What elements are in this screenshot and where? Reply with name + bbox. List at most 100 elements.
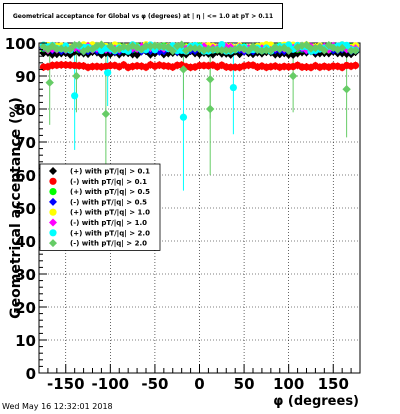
- y-tick-label: 10: [15, 332, 36, 350]
- data-point: [168, 46, 177, 56]
- legend-entry: (+) with pT/|q| > 0.1: [49, 167, 150, 177]
- y-tick-label: 40: [15, 233, 36, 251]
- data-point: [302, 40, 311, 50]
- x-tick-label: -150: [47, 375, 85, 393]
- legend-marker: [49, 208, 57, 216]
- data-point: [186, 43, 195, 53]
- data-point: [179, 65, 188, 74]
- data-point: [206, 75, 215, 84]
- data-point: [195, 49, 204, 59]
- legend-label: (-) with pT/|q| > 0.5: [70, 198, 147, 207]
- x-tick-label: -100: [92, 375, 130, 393]
- data-point: [146, 42, 155, 51]
- y-tick-label: 50: [15, 200, 36, 218]
- y-axis-label: Geometrical acceptance (%): [8, 97, 24, 319]
- x-tick-label: 0: [194, 375, 204, 393]
- legend: (+) with pT/|q| > 0.1(-) with pT/|q| > 0…: [39, 163, 161, 251]
- data-point: [115, 44, 124, 54]
- data-points: [39, 40, 360, 121]
- legend-entry: (+) with pT/|q| > 0.5: [49, 188, 150, 197]
- data-point: [213, 45, 222, 54]
- data-point: [101, 109, 111, 119]
- legend-label: (+) with pT/|q| > 2.0: [70, 229, 150, 238]
- y-tick-label: 90: [15, 68, 36, 86]
- data-point: [97, 40, 106, 49]
- axes: 0 10 20 30 40 50 60 70 80 90 100 -150 -100 -50 0 50 100 1…: [5, 35, 352, 393]
- legend-label: (-) with pT/|q| > 2.0: [70, 240, 147, 249]
- y-tick-label: 20: [15, 299, 36, 317]
- x-tick-label: -50: [141, 375, 168, 393]
- data-point: [208, 45, 218, 54]
- data-point: [74, 40, 84, 50]
- x-tick-label: 150: [318, 375, 349, 393]
- data-point: [262, 45, 271, 55]
- legend-marker: [49, 167, 57, 175]
- legend-label: (+) with pT/|q| > 0.1: [70, 168, 150, 177]
- legend-entry: (-) with pT/|q| > 0.5: [49, 197, 147, 207]
- data-point: [248, 42, 258, 51]
- x-tick-label: 50: [234, 375, 255, 393]
- data-point: [71, 92, 79, 100]
- legend-marker: [49, 197, 57, 206]
- legend-marker: [49, 239, 57, 248]
- data-point: [177, 40, 186, 49]
- data-point: [52, 44, 62, 54]
- data-point: [222, 46, 231, 55]
- data-point: [106, 42, 115, 51]
- data-point: [311, 43, 320, 53]
- data-point: [72, 71, 81, 81]
- y-tick-label: 100: [5, 35, 36, 53]
- data-point: [45, 78, 54, 87]
- data-point: [57, 44, 66, 53]
- legend-label: (-) with pT/|q| > 0.1: [70, 178, 147, 187]
- legend-box: [39, 163, 161, 251]
- data-point: [181, 46, 191, 55]
- legend-marker: [49, 188, 57, 196]
- legend-label: (+) with pT/|q| > 1.0: [70, 209, 150, 218]
- y-tick-label: 70: [15, 134, 36, 152]
- data-point: [320, 46, 329, 55]
- legend-marker: [49, 218, 57, 227]
- data-point: [141, 41, 151, 51]
- x-tick-label: 100: [273, 375, 304, 393]
- x-axis-label: φ (degrees): [273, 394, 359, 409]
- legend-marker: [49, 229, 57, 237]
- data-point: [206, 104, 215, 114]
- data-point: [66, 44, 75, 54]
- legend-entry: (-) with pT/|q| > 0.1: [49, 177, 147, 187]
- data-point: [284, 46, 293, 55]
- data-point: [324, 41, 333, 50]
- y-tick-label: 80: [15, 101, 36, 119]
- legend-entry: (+) with pT/|q| > 2.0: [49, 229, 150, 238]
- data-point: [337, 43, 347, 53]
- data-point: [226, 45, 235, 55]
- data-point: [351, 61, 360, 70]
- data-point: [155, 47, 164, 56]
- y-tick-label: 60: [15, 167, 36, 185]
- legend-entry: (-) with pT/|q| > 1.0: [49, 218, 147, 228]
- data-point: [218, 41, 226, 49]
- legend-label: (+) with pT/|q| > 0.5: [70, 188, 150, 197]
- data-point: [351, 46, 360, 55]
- footer-timestamp: Wed May 16 12:32:01 2018: [2, 402, 113, 411]
- data-point: [104, 69, 112, 77]
- legend-entry: (-) with pT/|q| > 2.0: [49, 239, 147, 249]
- data-point: [83, 44, 93, 54]
- data-point: [229, 83, 237, 92]
- data-point: [132, 50, 142, 59]
- data-point: [235, 43, 244, 53]
- data-point: [195, 44, 204, 53]
- data-point: [179, 113, 188, 121]
- chart-title-box: Geometrical acceptance for Global vs φ (…: [3, 3, 283, 29]
- data-point: [70, 40, 79, 50]
- data-point: [342, 44, 351, 54]
- data-point: [288, 50, 298, 59]
- data-point: [208, 50, 218, 59]
- y-tick-label: 30: [15, 266, 36, 284]
- data-point: [257, 46, 267, 55]
- data-point: [217, 45, 226, 55]
- legend-marker: [49, 177, 57, 185]
- data-point: [39, 42, 48, 52]
- data-point: [271, 43, 280, 52]
